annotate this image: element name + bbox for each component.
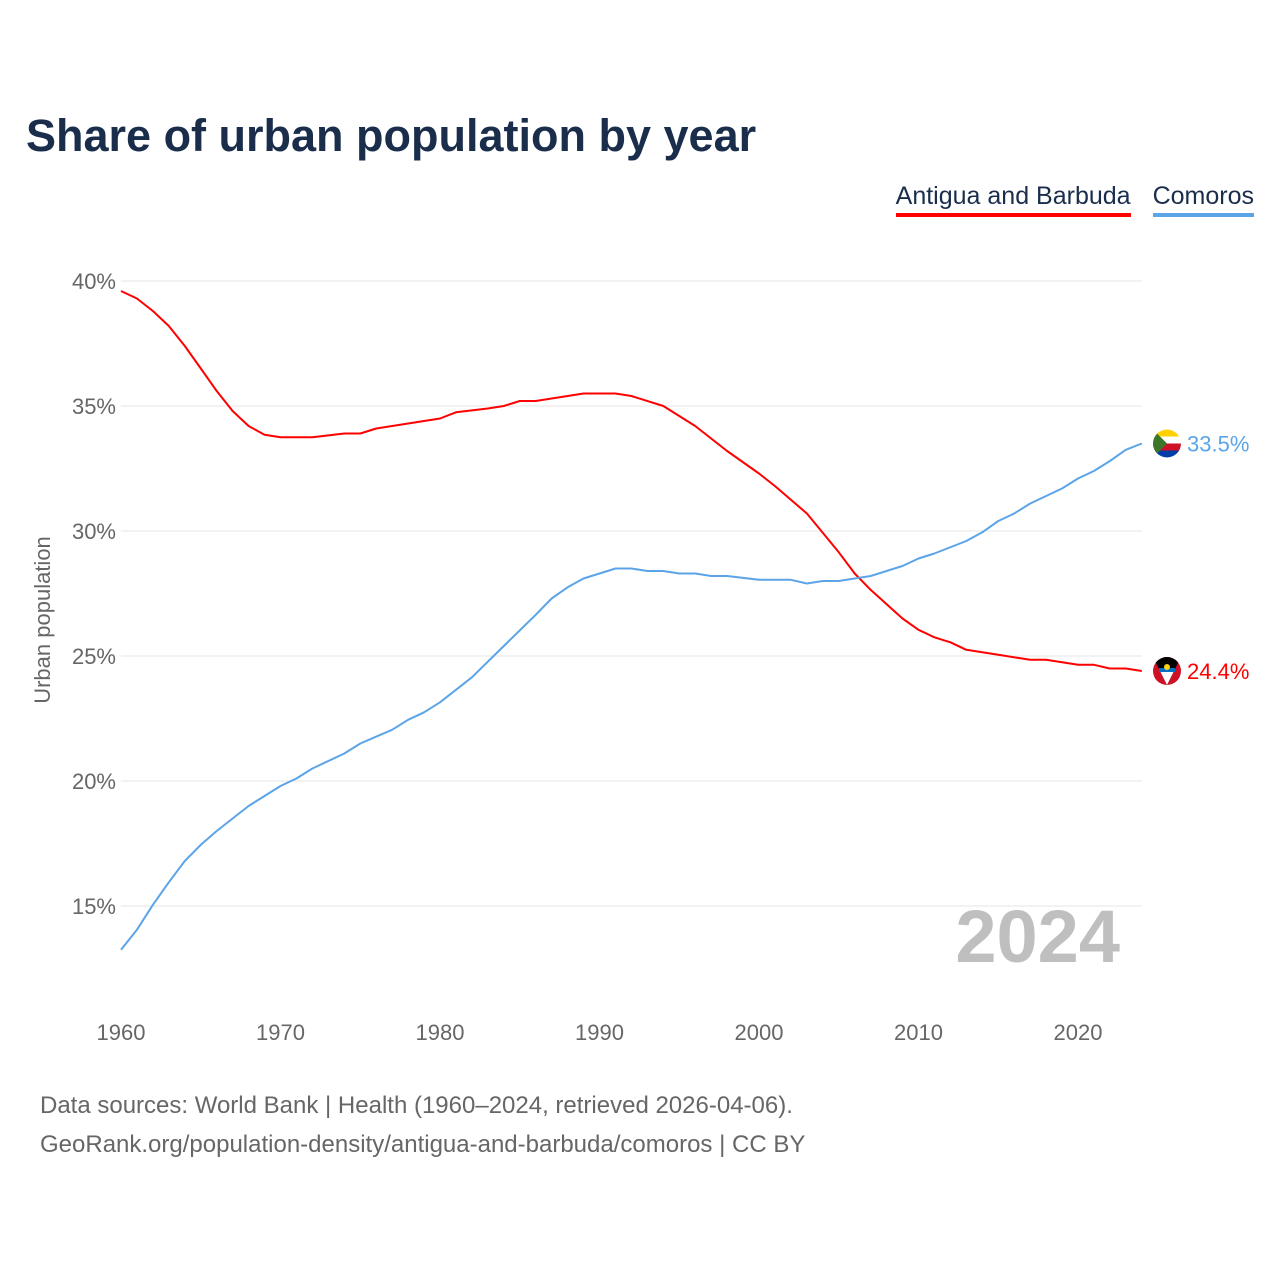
data-source-text: Data sources: World Bank | Health (1960–… <box>40 1092 793 1119</box>
legend-item-comoros[interactable]: Comoros <box>1152 182 1254 217</box>
footer: Data sources: World Bank | Health (1960–… <box>40 1086 805 1164</box>
x-tick-label: 2000 <box>735 1020 784 1045</box>
end-value-label: 24.4% <box>1187 659 1249 684</box>
comoros-flag-icon <box>1153 429 1181 458</box>
antigua-and-barbuda-flag-icon <box>1153 657 1181 685</box>
x-tick-label: 1990 <box>575 1020 624 1045</box>
y-tick-label: 40% <box>72 269 116 294</box>
end-value-label: 33.5% <box>1187 432 1249 457</box>
chart-title: Share of urban population by year <box>26 110 757 161</box>
year-watermark: 2024 <box>955 895 1120 978</box>
x-tick-label: 2020 <box>1054 1020 1103 1045</box>
series-line-antigua <box>120 290 1142 672</box>
y-tick-label: 25% <box>72 644 116 669</box>
source-url-text[interactable]: GeoRank.org/population-density/antigua-a… <box>40 1131 806 1158</box>
legend-item-antigua[interactable]: Antigua and Barbuda <box>895 182 1131 217</box>
x-tick-label: 1980 <box>416 1020 465 1045</box>
x-tick-label: 1960 <box>97 1020 146 1045</box>
y-tick-label: 30% <box>72 519 116 544</box>
y-axis-label: Urban population <box>30 536 55 704</box>
y-tick-label: 20% <box>72 769 116 794</box>
y-tick-label: 15% <box>72 894 116 919</box>
legend: Antigua and Barbuda Comoros <box>895 182 1254 217</box>
x-tick-label: 2010 <box>894 1020 943 1045</box>
x-tick-label: 1970 <box>256 1020 305 1045</box>
y-tick-label: 35% <box>72 394 116 419</box>
series-line-comoros <box>120 442 1143 951</box>
